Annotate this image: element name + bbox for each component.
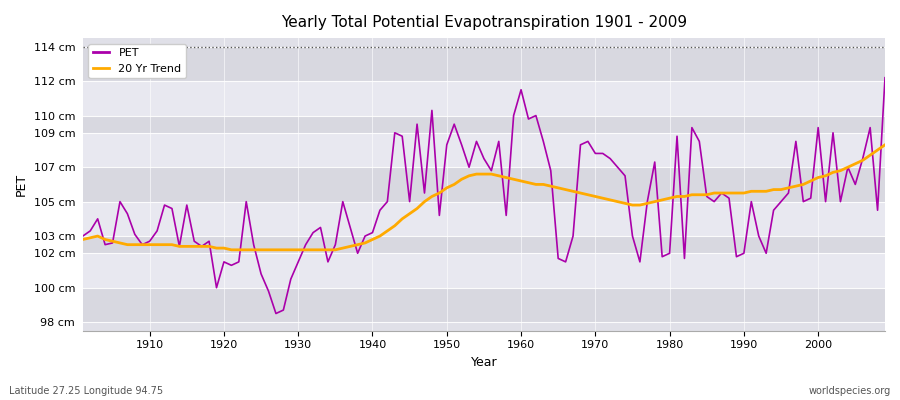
Bar bbox=[83, 167, 885, 202]
Text: Latitude 27.25 Longitude 94.75: Latitude 27.25 Longitude 94.75 bbox=[9, 386, 163, 396]
X-axis label: Year: Year bbox=[471, 356, 497, 369]
Bar bbox=[83, 81, 885, 116]
Bar bbox=[83, 116, 885, 133]
Bar bbox=[83, 202, 885, 236]
Bar bbox=[83, 288, 885, 322]
Bar bbox=[83, 253, 885, 288]
Legend: PET, 20 Yr Trend: PET, 20 Yr Trend bbox=[88, 44, 186, 78]
Title: Yearly Total Potential Evapotranspiration 1901 - 2009: Yearly Total Potential Evapotranspiratio… bbox=[281, 15, 687, 30]
Bar bbox=[83, 236, 885, 253]
Y-axis label: PET: PET bbox=[15, 173, 28, 196]
Text: worldspecies.org: worldspecies.org bbox=[809, 386, 891, 396]
Bar bbox=[83, 47, 885, 81]
Bar bbox=[83, 133, 885, 167]
